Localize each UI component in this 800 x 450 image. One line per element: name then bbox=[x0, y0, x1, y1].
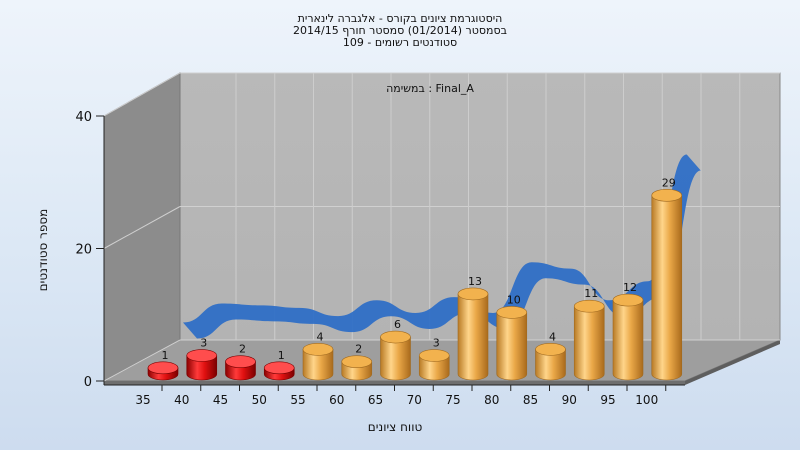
bar-body bbox=[612, 299, 644, 381]
bar-75 bbox=[457, 287, 489, 381]
bar-cap bbox=[225, 355, 256, 368]
bar-cap bbox=[302, 343, 334, 356]
chart-title-line-1: היסטוגרמת ציונים בקורס - אלגברה לינארית bbox=[297, 12, 503, 25]
data-label: 29 bbox=[662, 176, 676, 189]
y-tick-label: 40 bbox=[75, 110, 92, 125]
data-label: 2 bbox=[239, 343, 246, 356]
x-axis-label: טווח ציונים bbox=[368, 420, 423, 434]
x-tick-label: 90 bbox=[562, 393, 577, 407]
bar-80 bbox=[496, 306, 528, 381]
bar-cap bbox=[535, 343, 566, 356]
data-label: 12 bbox=[623, 281, 637, 294]
data-label: 1 bbox=[278, 349, 285, 362]
data-label: 3 bbox=[200, 337, 207, 350]
x-tick-label: 60 bbox=[329, 393, 344, 407]
bar-cap bbox=[147, 361, 179, 375]
bar-60 bbox=[341, 355, 373, 381]
bar-cap bbox=[186, 349, 218, 362]
x-tick-label: 55 bbox=[290, 393, 305, 407]
bar-55 bbox=[302, 343, 334, 381]
y-tick-label: 0 bbox=[84, 375, 92, 390]
bar-body bbox=[496, 312, 528, 381]
axes-layer: 0 20 40 35 40 45 50 55 60 65 70 75 80 85 90 95 100 bbox=[75, 110, 685, 407]
bar-body bbox=[457, 293, 489, 381]
x-tick-label: 85 bbox=[523, 393, 538, 407]
x-tick-label: 100 bbox=[635, 393, 658, 407]
chart-floor-edge bbox=[104, 381, 685, 385]
bar-cap bbox=[418, 349, 450, 362]
bar-cap bbox=[612, 293, 644, 307]
data-label: 1 bbox=[162, 349, 169, 362]
bar-100 bbox=[651, 189, 683, 381]
bar-cap bbox=[341, 355, 373, 368]
chart-title-line-2: בסמסטר (01/2014) סמסטר חורף 2014/15 bbox=[293, 24, 507, 37]
bar-cap bbox=[573, 299, 605, 313]
x-tick-label: 65 bbox=[368, 393, 383, 407]
x-tick-label: 95 bbox=[600, 393, 615, 407]
bar-85 bbox=[535, 343, 566, 381]
bar-body bbox=[573, 305, 605, 381]
x-tick-label: 70 bbox=[407, 393, 422, 407]
x-tick-label: 50 bbox=[252, 393, 267, 407]
bar-35 bbox=[147, 361, 179, 381]
bar-body bbox=[651, 195, 683, 381]
data-label: 6 bbox=[394, 318, 401, 331]
data-label: 10 bbox=[507, 293, 521, 306]
trend-curve bbox=[183, 154, 701, 339]
bar-cap bbox=[457, 287, 489, 301]
gridline-diag bbox=[103, 72, 181, 117]
chart-subtitle: במשימה : Final_A bbox=[386, 82, 474, 95]
bar-body bbox=[380, 336, 411, 381]
chart-floor-side-edge bbox=[685, 340, 780, 385]
bar-body bbox=[418, 355, 450, 381]
bars-layer bbox=[147, 189, 683, 381]
y-tick-label: 20 bbox=[75, 243, 92, 258]
y-axis-label: מספר סטודנטים bbox=[36, 209, 50, 292]
x-tick-label: 45 bbox=[213, 393, 228, 407]
x-tick-label: 40 bbox=[174, 393, 189, 407]
bar-cap bbox=[380, 330, 411, 344]
data-label: 13 bbox=[468, 275, 482, 288]
bar-cap bbox=[651, 189, 683, 202]
x-tick-label: 80 bbox=[484, 393, 499, 407]
data-label: 4 bbox=[549, 330, 556, 343]
bar-45 bbox=[225, 355, 256, 381]
bar-95 bbox=[612, 293, 644, 381]
bar-body bbox=[302, 349, 334, 381]
data-label: 3 bbox=[433, 337, 440, 350]
data-label: 4 bbox=[317, 330, 324, 343]
bar-40 bbox=[186, 349, 218, 381]
bar-65 bbox=[380, 330, 411, 381]
bar-body bbox=[535, 349, 566, 381]
bar-body bbox=[186, 355, 218, 381]
bar-70 bbox=[418, 349, 450, 381]
x-tick-label: 35 bbox=[135, 393, 150, 407]
data-label: 11 bbox=[584, 287, 598, 300]
trend-curve-layer bbox=[183, 154, 701, 339]
bar-90 bbox=[573, 299, 605, 381]
chart-title-line-3: סטודנטים רשומים - 109 bbox=[342, 36, 458, 49]
bar-cap bbox=[263, 361, 295, 375]
x-tick-label: 75 bbox=[445, 393, 460, 407]
gridline-diag bbox=[103, 339, 181, 382]
bar-50 bbox=[263, 361, 295, 381]
data-label: 2 bbox=[355, 343, 362, 356]
bar-cap bbox=[496, 306, 528, 319]
gridline-diag bbox=[103, 206, 181, 249]
